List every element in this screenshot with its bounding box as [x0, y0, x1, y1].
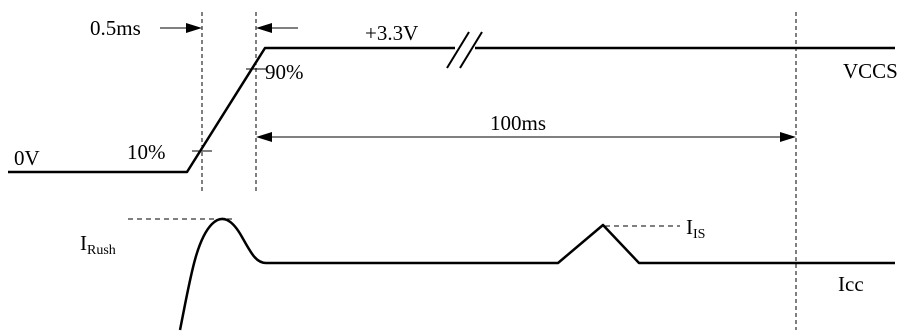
- voltage-high-label: +3.3V: [365, 21, 418, 45]
- icc-waveform: [178, 217, 895, 331]
- i-rush-label: IRush: [80, 231, 116, 258]
- pct-90-label: 90%: [265, 60, 304, 84]
- arrow-right-head: [256, 23, 272, 33]
- vccs-break-mark-1: [446, 31, 470, 69]
- arrow-left-head: [186, 23, 202, 33]
- i-rush-main: I: [80, 231, 87, 255]
- i-is-label: IIS: [686, 215, 705, 242]
- vccs-signal-label: VCCS: [843, 59, 898, 83]
- vccs-waveform: [8, 46, 895, 174]
- i-rush-subscript: Rush: [87, 243, 116, 258]
- vccs-break-mark-2: [459, 31, 483, 69]
- interval-label: 100ms: [490, 111, 546, 135]
- icc-signal-label: Icc: [838, 272, 864, 296]
- i-is-subscript: IS: [693, 227, 705, 242]
- rise-time-label: 0.5ms: [90, 16, 141, 40]
- voltage-low-label: 0V: [14, 146, 40, 170]
- interval-arrow-left-head: [256, 132, 272, 142]
- i-is-main: I: [686, 215, 693, 239]
- pct-10-label: 10%: [127, 140, 166, 164]
- interval-arrow-right-head: [780, 132, 796, 142]
